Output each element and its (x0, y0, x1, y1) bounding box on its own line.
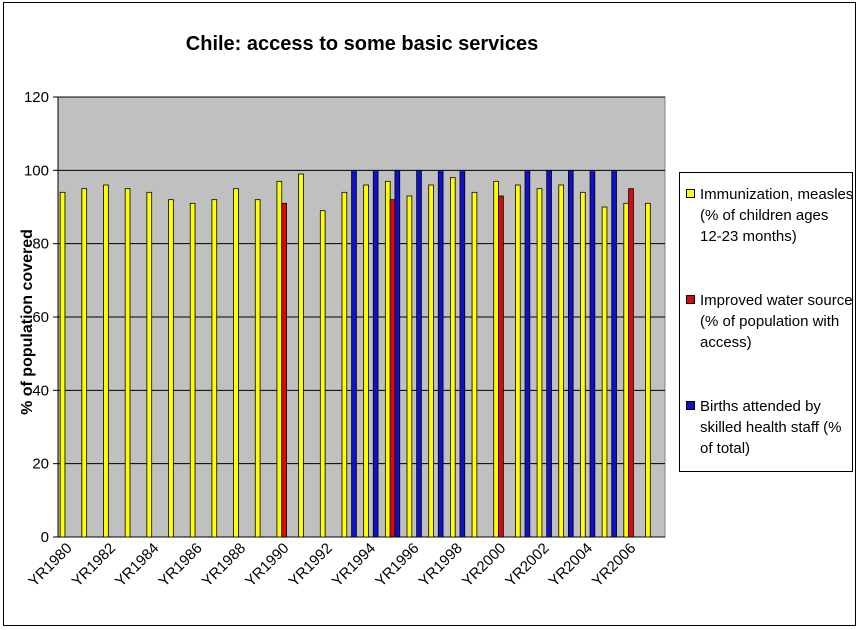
bar-water-YR1995 (389, 199, 396, 538)
x-tick-label: YR1990 (242, 540, 292, 590)
x-tick-label: YR1996 (372, 540, 422, 590)
bar-immunization-YR2002 (536, 188, 543, 538)
bar-births-YR2002 (546, 169, 552, 538)
legend: Immunization, measles (% of children age… (679, 172, 853, 472)
bar-births-YR2001 (524, 169, 531, 538)
bar-births-YR1993 (351, 169, 357, 538)
bar-immunization-YR1980 (59, 191, 66, 538)
bar-immunization-YR2007 (645, 202, 651, 538)
bar-immunization-YR1988 (233, 188, 239, 538)
bar-immunization-YR1997 (428, 184, 434, 538)
bar-immunization-YR2003 (558, 184, 564, 538)
x-tick-label: YR1984 (112, 540, 162, 590)
y-tick-label: 40 (32, 382, 49, 399)
bar-water-YR1990 (281, 202, 287, 538)
bar-immunization-YR1985 (168, 199, 174, 538)
x-tick-label: YR1998 (416, 540, 466, 590)
bar-births-YR1998 (459, 169, 466, 538)
bar-immunization-YR1981 (81, 188, 88, 538)
y-tick-label: 120 (24, 89, 49, 106)
bar-immunization-YR1996 (406, 195, 413, 538)
bar-births-YR1994 (372, 169, 379, 538)
y-tick-label: 60 (32, 309, 49, 326)
x-tick-label: YR1982 (69, 540, 119, 590)
bar-immunization-YR1995 (384, 180, 391, 538)
bar-immunization-YR2006 (623, 202, 630, 538)
bar-immunization-YR1993 (341, 191, 348, 538)
bar-births-YR2003 (567, 169, 574, 538)
bar-water-YR2000 (498, 195, 504, 538)
bar-immunization-YR1983 (124, 188, 131, 538)
x-tick-label: YR1992 (285, 540, 335, 590)
bar-births-YR1997 (437, 169, 444, 538)
bar-immunization-YR2005 (601, 206, 608, 538)
legend-label-water: Improved water source (% of population w… (700, 292, 853, 351)
bar-immunization-YR1992 (319, 210, 326, 538)
legend-swatch-water (686, 295, 695, 304)
legend-label-births: Births attended by skilled health staff … (700, 398, 842, 457)
bar-births-YR2004 (589, 169, 596, 538)
bar-births-YR1996 (416, 169, 422, 538)
bar-immunization-YR2004 (580, 191, 586, 538)
x-tick-label: YR2004 (546, 540, 596, 590)
legend-swatch-immunization (686, 189, 695, 198)
bar-water-YR2006 (628, 188, 634, 538)
y-tick-label: 0 (41, 529, 49, 546)
x-tick-label: YR1994 (329, 540, 379, 590)
bar-births-YR2005 (611, 169, 617, 538)
legend-swatch-births (686, 401, 695, 410)
chart-title: Chile: access to some basic services (185, 33, 539, 55)
bar-immunization-YR2000 (493, 180, 499, 538)
bar-immunization-YR1986 (189, 202, 196, 538)
bar-immunization-YR1987 (211, 199, 218, 538)
bar-births-YR1995 (394, 169, 401, 538)
legend-label-immunization: Immunization, measles (% of children age… (700, 186, 854, 245)
bar-immunization-YR1994 (363, 184, 369, 538)
bar-immunization-YR2001 (515, 184, 521, 538)
x-tick-label: YR1986 (155, 540, 205, 590)
bar-immunization-YR1984 (146, 191, 153, 538)
bar-immunization-YR1982 (103, 184, 109, 538)
bar-immunization-YR1998 (449, 177, 456, 538)
x-tick-label: YR2000 (459, 540, 509, 590)
y-tick-label: 20 (32, 456, 49, 473)
x-tick-label: YR1980 (25, 540, 75, 590)
bar-immunization-YR1989 (254, 199, 261, 538)
bar-immunization-YR1990 (276, 180, 283, 538)
bar-immunization-YR1991 (298, 173, 304, 538)
x-tick-label: YR2002 (502, 540, 552, 590)
x-tick-label: YR1988 (199, 540, 249, 590)
y-tick-label: 100 (24, 162, 49, 179)
y-tick-label: 80 (32, 236, 49, 253)
x-tick-label: YR2006 (589, 540, 639, 590)
bar-immunization-YR1999 (471, 191, 478, 538)
